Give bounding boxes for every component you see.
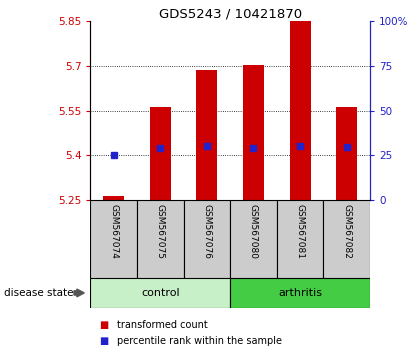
Bar bbox=[323, 200, 370, 278]
Bar bbox=[137, 200, 184, 278]
Text: GSM567082: GSM567082 bbox=[342, 204, 351, 259]
Text: GSM567075: GSM567075 bbox=[156, 204, 165, 259]
Bar bbox=[150, 107, 171, 200]
Text: GSM567081: GSM567081 bbox=[296, 204, 305, 259]
Bar bbox=[230, 200, 277, 278]
Bar bbox=[184, 200, 230, 278]
Bar bbox=[336, 107, 357, 200]
Text: arthritis: arthritis bbox=[278, 288, 322, 298]
Text: disease state: disease state bbox=[4, 288, 74, 298]
Text: control: control bbox=[141, 288, 180, 298]
Title: GDS5243 / 10421870: GDS5243 / 10421870 bbox=[159, 7, 302, 20]
Text: GSM567074: GSM567074 bbox=[109, 204, 118, 259]
Text: GSM567076: GSM567076 bbox=[202, 204, 211, 259]
Text: GSM567080: GSM567080 bbox=[249, 204, 258, 259]
Text: ■: ■ bbox=[99, 320, 108, 330]
Bar bbox=[196, 70, 217, 200]
Bar bbox=[103, 196, 124, 200]
Bar bbox=[90, 200, 137, 278]
Bar bbox=[289, 21, 310, 200]
Text: ■: ■ bbox=[99, 336, 108, 346]
Text: transformed count: transformed count bbox=[117, 320, 208, 330]
Bar bbox=[277, 200, 323, 278]
Bar bbox=[230, 278, 370, 308]
Text: percentile rank within the sample: percentile rank within the sample bbox=[117, 336, 282, 346]
Bar bbox=[90, 278, 230, 308]
Bar bbox=[243, 65, 264, 200]
